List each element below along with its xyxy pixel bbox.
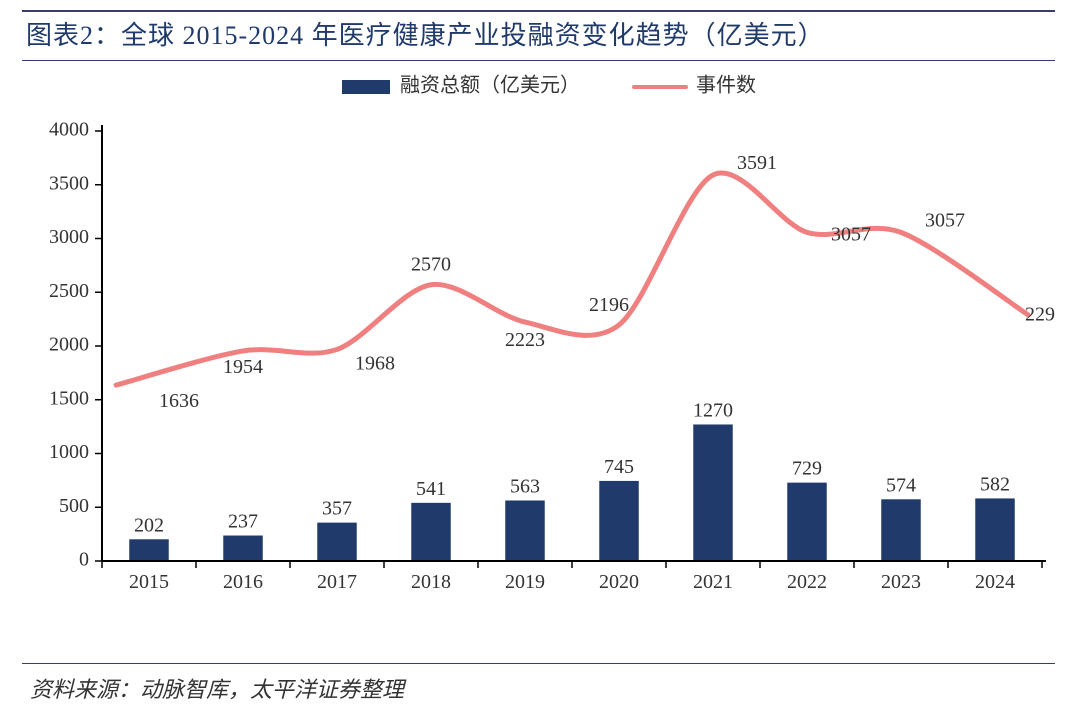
line-value-label: 3057 xyxy=(925,210,965,232)
x-tick-label: 2022 xyxy=(787,571,827,593)
bar-value-label: 574 xyxy=(886,475,916,497)
legend-swatch-bar xyxy=(342,80,390,94)
y-tick-label: 1000 xyxy=(49,441,89,463)
bar-value-label: 745 xyxy=(604,456,634,478)
chart-area: 融资总额（亿美元） 事件数 0 500 1000 1500 2000 2500 3000 3500… xyxy=(22,61,1055,663)
line-value-label: 2196 xyxy=(589,294,629,316)
line-value-label: 1954 xyxy=(223,356,263,378)
line-value-label: 1968 xyxy=(355,353,395,375)
x-tick-label: 2017 xyxy=(317,571,357,593)
x-tick-label: 2018 xyxy=(411,571,451,593)
title-wrap: 图表2：全球 2015-2024 年医疗健康产业投融资变化趋势（亿美元） xyxy=(22,12,1055,60)
bar-value-label: 237 xyxy=(228,511,258,533)
bar-value-label: 202 xyxy=(134,515,164,537)
y-tick-label: 3000 xyxy=(49,226,89,248)
chart-svg: 融资总额（亿美元） 事件数 0 500 1000 1500 2000 2500 3000 3500… xyxy=(22,61,1055,621)
x-tick-label: 2024 xyxy=(975,571,1015,593)
bar-value-label: 1270 xyxy=(693,400,733,422)
line-value-label: 3057 xyxy=(831,224,871,246)
x-tick-label: 2019 xyxy=(505,571,545,593)
bar xyxy=(881,500,920,562)
bar xyxy=(787,483,826,561)
bar-value-label: 541 xyxy=(416,478,446,500)
bar xyxy=(505,501,544,562)
line-value-label: 2223 xyxy=(505,329,545,351)
bar xyxy=(317,523,356,561)
bar-value-label: 729 xyxy=(792,458,822,480)
bar-value-label: 582 xyxy=(980,474,1010,496)
y-tick-label: 500 xyxy=(59,495,89,517)
y-tick-label: 2000 xyxy=(49,334,89,356)
x-tick-label: 2015 xyxy=(129,571,169,593)
y-tick-label: 4000 xyxy=(49,119,89,141)
chart-title: 图表2：全球 2015-2024 年医疗健康产业投融资变化趋势（亿美元） xyxy=(26,18,1055,54)
y-tick-label: 2500 xyxy=(49,280,89,302)
bar xyxy=(223,536,262,561)
line-value-label: 1636 xyxy=(159,391,199,413)
source-line: 资料来源：动脉智库，太平洋证券整理 xyxy=(22,664,1055,704)
bar xyxy=(975,499,1014,562)
line-value-label: 2291 xyxy=(1025,304,1055,326)
line-value-label: 2570 xyxy=(411,254,451,276)
y-tick-label: 1500 xyxy=(49,388,89,410)
figure-frame: 图表2：全球 2015-2024 年医疗健康产业投融资变化趋势（亿美元） 融资总… xyxy=(0,0,1077,712)
y-tick-label: 3500 xyxy=(49,173,89,195)
legend-label: 事件数 xyxy=(696,74,756,97)
bar xyxy=(693,425,732,562)
bar xyxy=(599,481,638,561)
line-value-label: 3591 xyxy=(737,152,777,174)
x-tick-label: 2016 xyxy=(223,571,263,593)
x-tick-label: 2023 xyxy=(881,571,921,593)
bar xyxy=(411,503,450,561)
x-tick-label: 2020 xyxy=(599,571,639,593)
bar-value-label: 563 xyxy=(510,476,540,498)
legend-label: 融资总额（亿美元） xyxy=(400,74,580,97)
x-tick-label: 2021 xyxy=(693,571,733,593)
y-tick-label: 0 xyxy=(79,549,89,571)
bar-value-label: 357 xyxy=(322,498,352,520)
bar xyxy=(129,540,168,562)
